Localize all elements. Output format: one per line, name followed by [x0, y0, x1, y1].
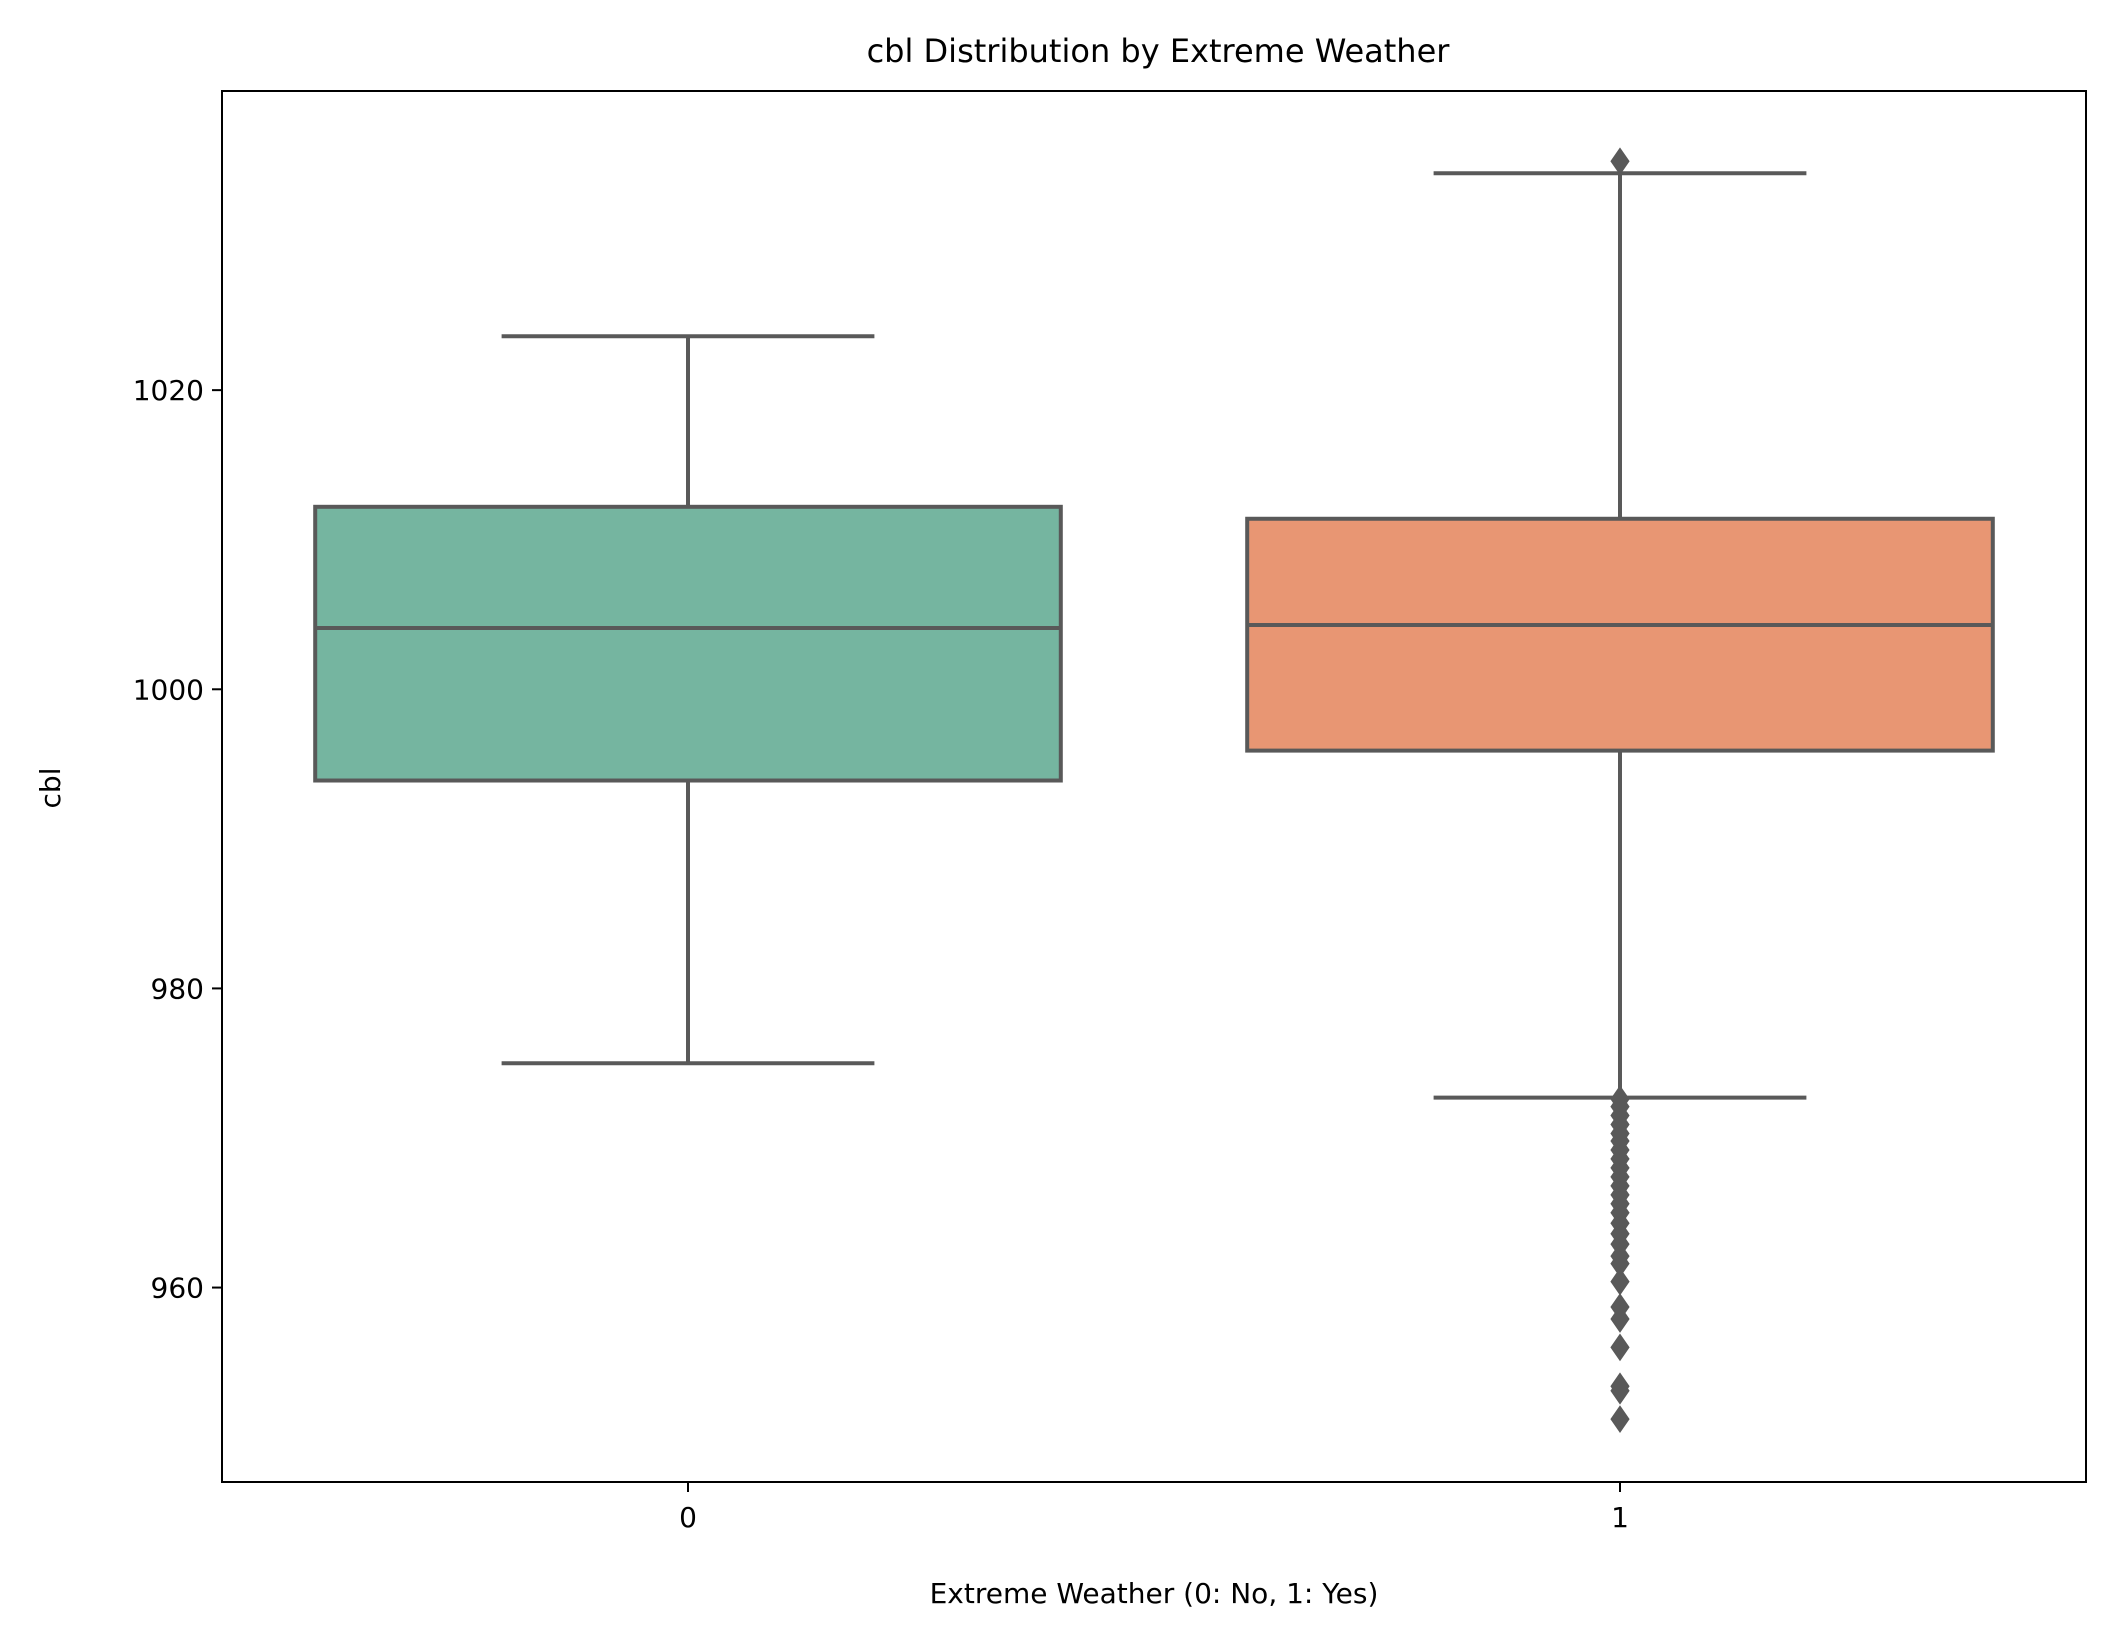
outlier-point [1610, 1305, 1630, 1333]
y-tick-label: 960 [151, 1272, 204, 1305]
box-group-1 [1245, 147, 1995, 1434]
y-tick-label: 1000 [133, 673, 204, 706]
chart-title: cbl Distribution by Extreme Weather [867, 32, 1451, 70]
box-group-0 [313, 334, 1063, 1066]
box-iqr [1245, 516, 1995, 753]
outlier-point [1610, 1376, 1630, 1405]
x-tick-label: 0 [679, 1501, 697, 1534]
y-tick-label: 1020 [133, 374, 204, 407]
plot-area [313, 147, 1995, 1434]
y-tick-label: 980 [151, 972, 204, 1005]
y-axis: 960 980 1000 1020 [133, 374, 222, 1305]
x-tick-label: 1 [1611, 1501, 1629, 1534]
outlier-point [1610, 147, 1630, 176]
box-iqr [313, 504, 1063, 783]
outlier-point [1610, 1405, 1630, 1434]
x-axis-label: Extreme Weather (0: No, 1: Yes) [930, 1577, 1379, 1610]
outlier-point [1610, 1333, 1630, 1362]
y-axis-label: cbl [34, 768, 67, 809]
axes-frame [221, 90, 2087, 1483]
